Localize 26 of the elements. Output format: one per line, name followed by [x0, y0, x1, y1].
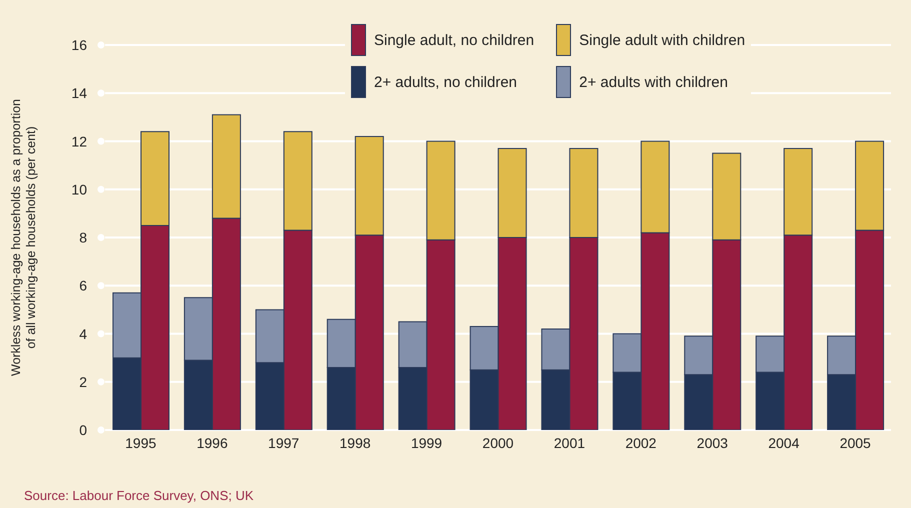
- x-tick-label: 2004: [768, 434, 800, 451]
- y-tick-label: 14: [71, 85, 88, 102]
- legend-label: 2+ adults, no children: [374, 74, 518, 90]
- source-note: Source: Labour Force Survey, ONS; UK: [24, 488, 254, 503]
- x-tick-label: 1995: [125, 434, 157, 451]
- y-tick-label: 0: [79, 422, 88, 438]
- legend-label: Single adult, no children: [374, 32, 534, 48]
- x-tick-label: 1996: [196, 434, 228, 451]
- legend-label: Single adult with children: [579, 32, 746, 48]
- x-tick-label: 2002: [625, 434, 657, 451]
- legend-label: 2+ adults with children: [579, 74, 728, 90]
- y-tick-label: 12: [71, 133, 88, 150]
- y-axis-title: Workless working-age households as a proportion of all working-age households (per cent): [9, 98, 38, 376]
- y-tick-label: 4: [79, 326, 88, 342]
- x-tick-label: 1999: [410, 434, 442, 451]
- x-tick-label: 1998: [340, 434, 371, 451]
- y-tick-label: 2: [79, 374, 88, 390]
- y-tick-label: 8: [79, 230, 88, 246]
- x-tick-label: 2000: [482, 434, 514, 451]
- y-tick-label: 16: [71, 37, 88, 53]
- x-tick-label: 2005: [840, 434, 872, 451]
- x-tick-label: 2003: [696, 434, 728, 451]
- y-tick-label: 10: [71, 181, 88, 198]
- x-tick-label: 1997: [268, 434, 300, 451]
- y-tick-label: 6: [79, 278, 88, 294]
- x-tick-label: 2001: [554, 434, 586, 451]
